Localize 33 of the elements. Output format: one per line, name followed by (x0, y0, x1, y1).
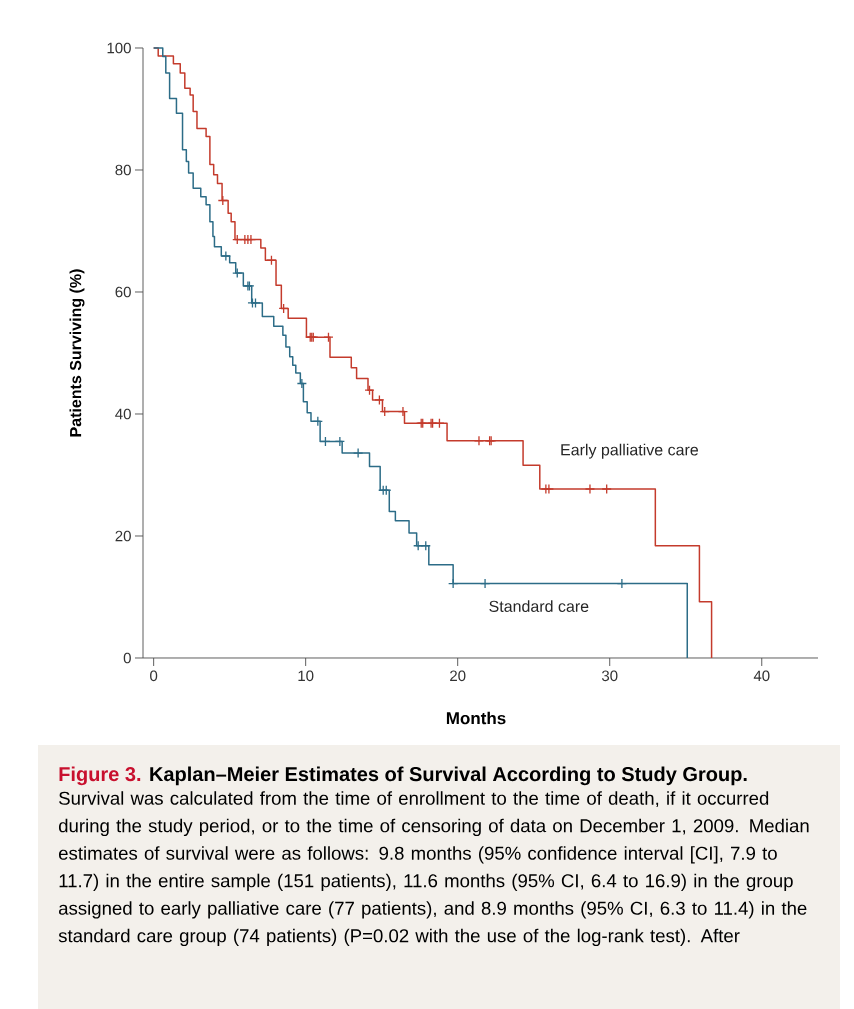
y-tick-label: 60 (115, 286, 131, 298)
x-tick-label: 0 (150, 670, 158, 682)
y-tick-label: 40 (115, 408, 131, 420)
text: Figure 3. (59, 766, 141, 786)
point (584, 483, 596, 495)
x-tick-label: 40 (753, 670, 770, 682)
point (473, 435, 485, 446)
point (220, 250, 232, 262)
point (296, 378, 308, 389)
y-tick-label: 80 (115, 164, 131, 176)
point (616, 578, 628, 589)
text: Survival was calculated from the time of enrollment to the time of death, if it occurred during the study period, or to the time of censoring of data on December 1, 2009. Median estimates of survival were as follows: 9.8 months (95% confidence interval [CI], 7.9 to 11.7) in the entire sample (151 patients), 11.6 months (95% CI, 6.4 to 16.9) in the group assigned to early palliative care (77 patients), and 8.9 months (95% CI, 6.3 to 11.4) in the standard care group (74 patients) (P=0.02 with the use of the log-rank test). After (58, 791, 809, 947)
x-tick-label: 10 (298, 670, 314, 682)
y-axis-title: Patients Surviving (%) (69, 269, 85, 437)
series-label: Early palliative care (561, 443, 699, 459)
x-tick-label: 30 (601, 670, 618, 682)
y-tick-label: 0 (123, 652, 131, 664)
point (352, 447, 364, 459)
point (232, 267, 243, 279)
point (479, 578, 491, 589)
point (434, 417, 445, 429)
text: Kaplan–Meier Estimates of Survival According to Study Group. (150, 766, 747, 786)
x-axis-title: Months (446, 711, 506, 725)
x-tick-label: 20 (450, 670, 466, 682)
y-tick-label: 20 (115, 530, 131, 542)
point (601, 483, 612, 495)
point (374, 394, 385, 406)
y-tick-label: 100 (107, 42, 131, 54)
series-label: Standard care (489, 600, 589, 613)
point (447, 578, 459, 589)
point (323, 331, 334, 343)
point (334, 436, 346, 447)
point (397, 406, 409, 417)
